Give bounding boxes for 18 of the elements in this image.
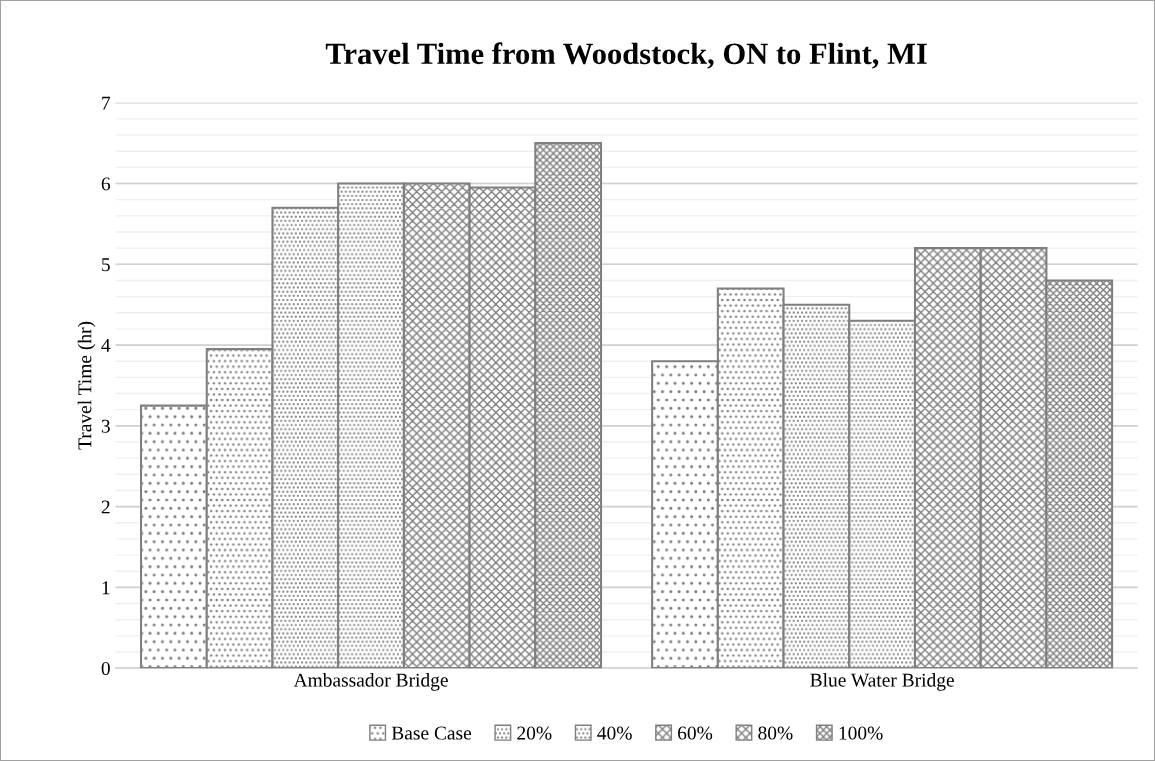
y-tick-label: 1 xyxy=(102,581,110,595)
legend-label: 100% xyxy=(839,726,883,740)
y-tick-label: 7 xyxy=(102,96,111,110)
chart-title: Travel Time from Woodstock, ON to Flint, MI xyxy=(325,42,927,69)
legend-label: 40% xyxy=(597,726,632,740)
y-tick-label: 3 xyxy=(101,419,110,433)
x-tick-label: Ambassador Bridge xyxy=(293,673,448,691)
legend-label: 20% xyxy=(517,726,552,740)
y-tick-label: 0 xyxy=(101,661,110,676)
legend-label: 80% xyxy=(758,726,793,740)
y-axis-title: Travel Time (hr) xyxy=(77,321,96,450)
y-tick-label: 5 xyxy=(102,258,110,272)
y-tick-label: 2 xyxy=(101,500,110,514)
y-tick-label: 6 xyxy=(101,177,111,191)
y-tick-label: 4 xyxy=(101,339,111,352)
x-tick-label: Blue Water Bridge xyxy=(810,673,954,691)
legend-label: 60% xyxy=(678,726,713,740)
legend-label: Base Case xyxy=(391,726,472,740)
